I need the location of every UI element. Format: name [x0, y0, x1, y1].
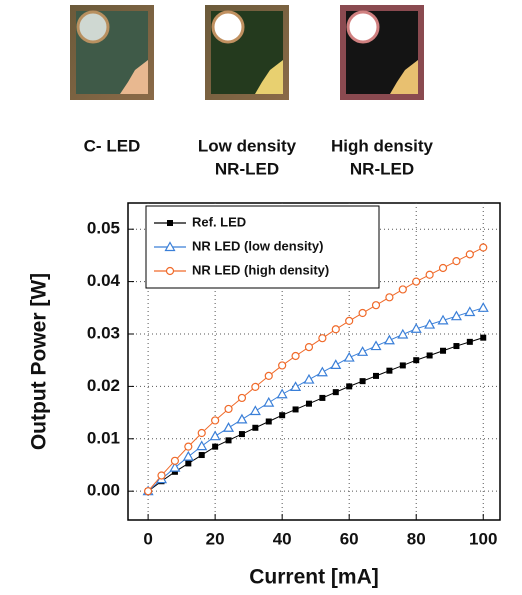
marker: [237, 415, 246, 423]
marker: [279, 362, 286, 369]
x-axis-title: Current [mA]: [249, 566, 379, 589]
marker: [293, 406, 299, 412]
marker: [279, 412, 285, 418]
image-label: Low density: [198, 136, 297, 155]
marker: [304, 375, 313, 383]
y-tick-label: 0.02: [87, 376, 120, 395]
marker: [167, 268, 174, 275]
marker: [198, 430, 205, 437]
y-tick-label: 0.03: [87, 323, 120, 342]
marker: [251, 407, 260, 415]
marker: [386, 294, 393, 301]
marker: [453, 258, 460, 265]
marker: [212, 444, 218, 450]
chip-high-density: [340, 5, 424, 100]
marker: [426, 271, 433, 278]
marker: [225, 405, 232, 412]
marker: [211, 432, 220, 440]
marker: [398, 330, 407, 338]
marker: [345, 353, 354, 361]
marker: [359, 310, 366, 317]
marker: [479, 303, 488, 311]
marker: [306, 401, 312, 407]
marker: [480, 335, 486, 341]
series-line: [148, 308, 483, 491]
y-tick-label: 0.05: [87, 219, 120, 238]
y-axis-title: Output Power [W]: [28, 273, 51, 450]
legend-label: Ref. LED: [192, 214, 246, 229]
image-labels: C- LED Low density NR-LED High density NR-LE…: [84, 136, 434, 178]
marker: [399, 286, 406, 293]
marker: [239, 431, 245, 437]
marker: [346, 383, 352, 389]
marker: [224, 423, 233, 431]
image-label: High density: [331, 136, 434, 155]
marker: [440, 264, 447, 271]
series-line: [148, 338, 483, 492]
chip-c-led: [70, 5, 154, 100]
marker: [466, 251, 473, 258]
y-tick-label: 0.01: [87, 428, 120, 447]
figure: C- LED Low density NR-LED High density NR-LE…: [0, 0, 522, 595]
marker: [480, 244, 487, 251]
marker: [226, 437, 232, 443]
marker: [373, 373, 379, 379]
marker: [212, 417, 219, 424]
marker: [413, 278, 420, 285]
marker: [305, 344, 312, 351]
marker: [252, 383, 259, 390]
marker: [185, 460, 191, 466]
x-tick-label: 60: [340, 529, 359, 548]
marker: [427, 352, 433, 358]
image-label: NR-LED: [350, 159, 414, 178]
marker: [358, 347, 367, 355]
marker: [278, 390, 287, 398]
marker: [264, 398, 273, 406]
marker: [199, 452, 205, 458]
marker: [292, 352, 299, 359]
marker: [265, 372, 272, 379]
image-label: NR-LED: [215, 159, 279, 178]
marker: [333, 389, 339, 395]
image-label: C- LED: [84, 136, 141, 155]
marker: [252, 425, 258, 431]
x-tick-label: 80: [407, 529, 426, 548]
marker: [266, 418, 272, 424]
chip-low-density: [205, 5, 289, 100]
marker: [158, 472, 165, 479]
marker: [238, 394, 245, 401]
marker: [346, 317, 353, 324]
marker: [453, 343, 459, 349]
x-tick-label: 0: [143, 529, 152, 548]
x-tick-label: 20: [206, 529, 225, 548]
marker: [167, 220, 173, 226]
marker: [185, 443, 192, 450]
marker: [360, 378, 366, 384]
marker: [171, 457, 178, 464]
marker: [331, 360, 340, 368]
marker: [184, 452, 193, 460]
marker: [386, 368, 392, 374]
marker: [385, 336, 394, 344]
y-tick-label: 0.00: [87, 481, 120, 500]
marker: [319, 395, 325, 401]
marker: [319, 335, 326, 342]
legend-label: NR LED (high density): [192, 262, 329, 277]
x-tick-label: 100: [469, 529, 497, 548]
x-tick-label: 40: [273, 529, 292, 548]
marker: [145, 488, 152, 495]
marker: [318, 368, 327, 376]
marker: [400, 362, 406, 368]
marker: [332, 326, 339, 333]
marker: [372, 342, 381, 350]
marker: [440, 348, 446, 354]
marker: [413, 357, 419, 363]
marker: [467, 339, 473, 345]
y-tick-label: 0.04: [87, 271, 121, 290]
marker: [373, 302, 380, 309]
legend-label: NR LED (low density): [192, 238, 323, 253]
plot: 0.00 0.01 0.02 0.03 0.04 0.05 0 20 40 60 80 100 Curr…: [28, 203, 500, 589]
marker: [197, 442, 206, 450]
